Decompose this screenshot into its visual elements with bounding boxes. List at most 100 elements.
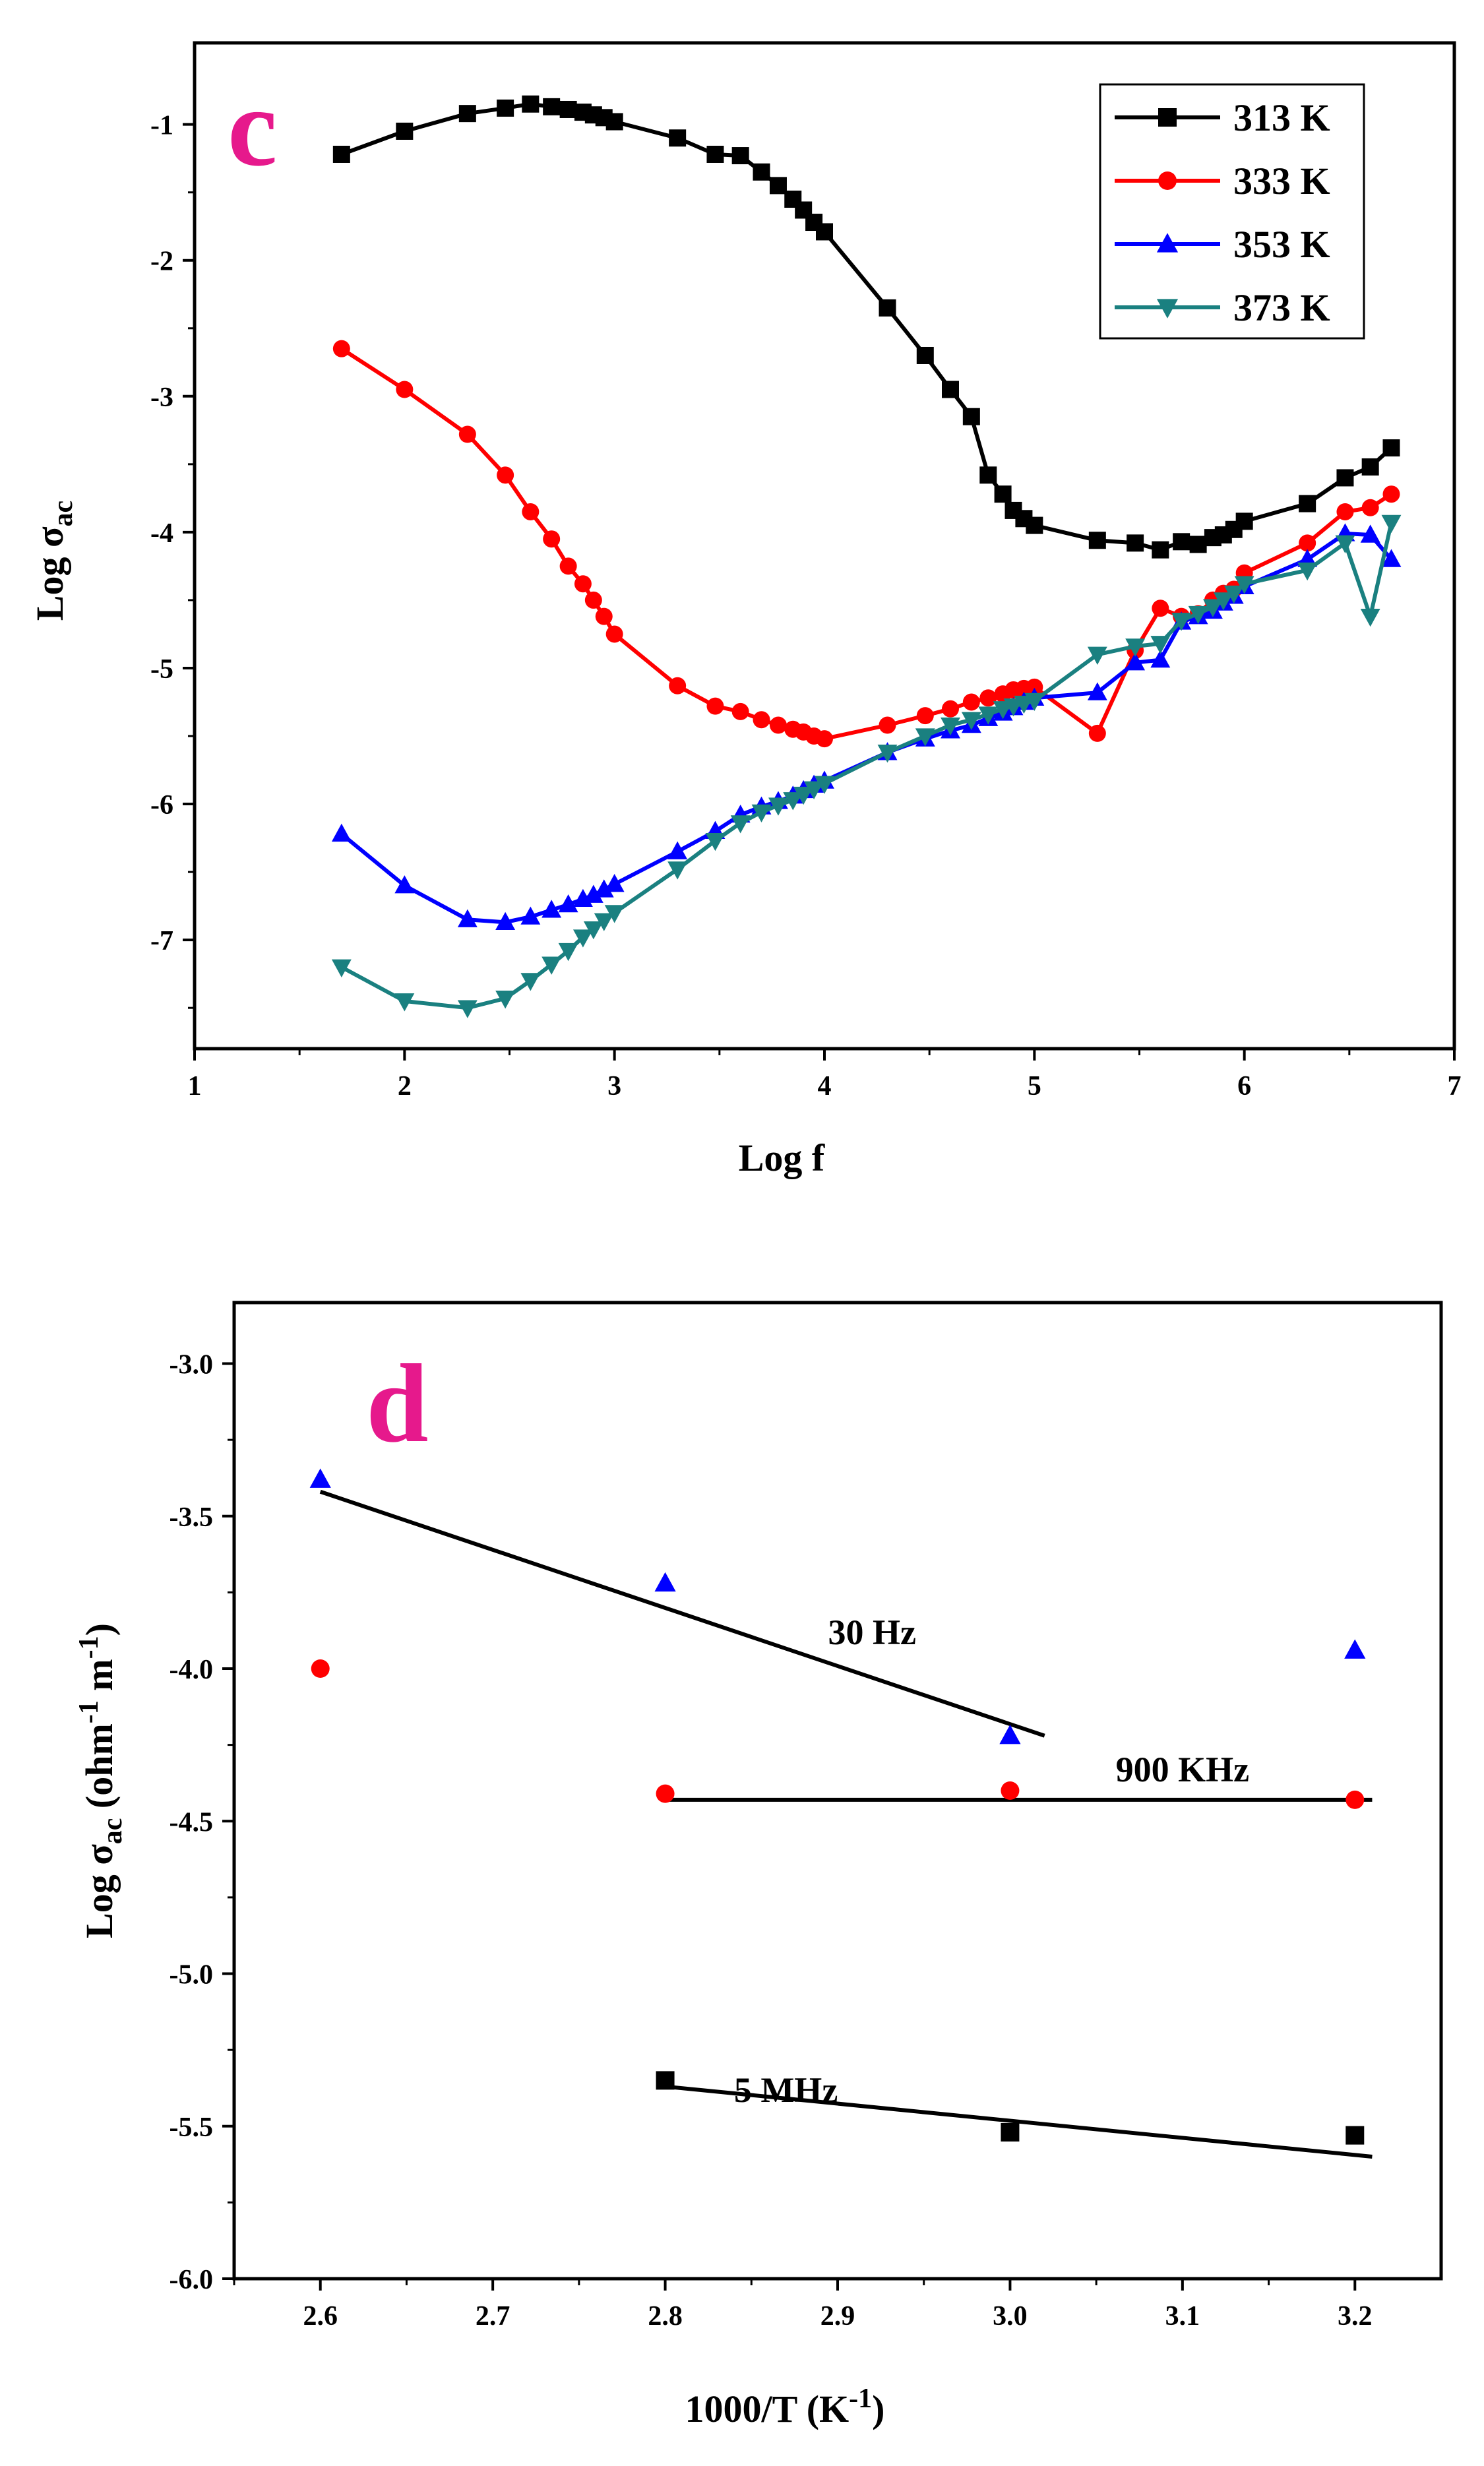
data-point: [520, 906, 541, 925]
data-point: [961, 712, 981, 730]
x-tick-label-d: 2.6: [303, 2301, 338, 2331]
x-axis-c: 1 2 3 4 5 6 7: [188, 1049, 1462, 1101]
data-point: [769, 177, 787, 195]
y-tick-label-c: -2: [150, 247, 173, 277]
annotation-label: 900 KHz: [1116, 1750, 1249, 1789]
data-point: [1024, 693, 1045, 712]
data-point: [769, 716, 787, 734]
x-tick-label-d: 2.9: [820, 2301, 855, 2331]
data-point: [916, 707, 934, 725]
x-tick-label-c: 7: [1448, 1071, 1462, 1101]
y-tick-label-c: -5: [150, 654, 173, 685]
data-point: [1127, 534, 1144, 552]
data-point: [1297, 562, 1318, 581]
y-axis-d: -3.0 -3.5 -4.0 -4.5 -5.0 -5.5 -6.0: [170, 1350, 234, 2295]
data-point: [793, 786, 814, 805]
data-point: [731, 147, 749, 165]
x-axis-title-d: 1000/T (K-1): [685, 2384, 884, 2430]
series-5mhz: [656, 2071, 1373, 2159]
data-point: [458, 105, 476, 123]
data-point: [520, 973, 541, 991]
data-point: [583, 884, 603, 903]
data-point: [1360, 608, 1380, 627]
data-point: [1382, 485, 1400, 503]
data-point: [706, 697, 724, 715]
data-point: [1001, 1781, 1020, 1800]
data-point: [1088, 532, 1106, 549]
data-point: [1361, 458, 1379, 476]
data-point: [584, 591, 602, 609]
x-axis-title-d-end: ): [872, 2388, 884, 2430]
data-point: [558, 894, 578, 913]
y-axis-title-d-sub: ac: [98, 1818, 128, 1845]
fit-line: [665, 2084, 1373, 2159]
data-point: [915, 728, 935, 747]
x-tick-label-c: 3: [607, 1071, 621, 1101]
legend-marker: [1158, 108, 1177, 127]
data-point: [1360, 524, 1380, 543]
legend-entry: 333 K: [1233, 160, 1330, 202]
data-point: [879, 299, 896, 317]
data-point: [541, 900, 562, 918]
data-point: [816, 223, 833, 241]
data-point: [1234, 576, 1254, 594]
data-point: [1299, 534, 1316, 552]
data-point: [942, 700, 959, 718]
data-point: [1335, 535, 1355, 553]
data-point: [543, 98, 561, 115]
data-point: [1336, 503, 1354, 520]
series-group-c: [331, 95, 1402, 1018]
data-point: [457, 1000, 478, 1018]
y-axis-title-c-sub: ac: [48, 501, 78, 527]
data-point: [311, 1659, 330, 1678]
data-point: [1223, 585, 1244, 604]
data-point: [1381, 549, 1402, 567]
data-point: [768, 797, 788, 816]
data-point: [706, 145, 724, 163]
series-30hz: [309, 1468, 1366, 1744]
legend-entry: 373 K: [1233, 286, 1330, 329]
data-point: [730, 815, 751, 834]
data-point: [1152, 600, 1169, 617]
data-point: [962, 693, 980, 711]
data-point: [605, 625, 623, 643]
fit-line: [319, 1489, 1045, 1738]
x-tick-label-c: 1: [188, 1071, 202, 1101]
legend-marker: [1158, 171, 1177, 190]
y-tick-label-c: -6: [150, 790, 173, 820]
data-point: [595, 607, 613, 625]
data-point: [497, 466, 514, 484]
y-tick-label-d: -4.0: [170, 1655, 214, 1685]
data-point: [656, 2071, 675, 2090]
annotation-label: 5 MHz: [734, 2070, 838, 2110]
data-point: [879, 716, 896, 734]
data-point: [978, 706, 999, 725]
panel-label-c: c: [228, 65, 277, 189]
data-point: [396, 122, 414, 140]
y-tick-label-c: -1: [150, 111, 173, 141]
data-point: [1026, 678, 1043, 696]
legend-entry: 353 K: [1233, 223, 1330, 266]
data-point: [495, 991, 516, 1009]
data-point: [1125, 652, 1146, 671]
data-point: [458, 425, 476, 443]
legend-entry: 313 K: [1233, 96, 1330, 139]
y-tick-label-d: -6.0: [170, 2265, 214, 2295]
data-point: [1299, 495, 1316, 512]
y-tick-label-d: -4.5: [170, 1807, 214, 1837]
series-373k: [331, 514, 1402, 1018]
data-point: [1171, 613, 1192, 631]
data-point: [522, 95, 540, 113]
x-axis-d: 2.6 2.7 2.8 2.9 3.0 3.1 3.2: [233, 2279, 1373, 2331]
data-point: [979, 466, 997, 484]
series-313k: [332, 95, 1400, 559]
data-point: [1189, 536, 1207, 553]
data-point: [705, 832, 726, 851]
data-point: [558, 942, 578, 962]
x-tick-label-d: 3.1: [1165, 2301, 1200, 2331]
data-point: [594, 879, 614, 898]
data-point: [457, 909, 478, 927]
y-axis-title-c: Log σac: [28, 501, 78, 621]
data-point: [495, 911, 516, 931]
y-tick-label-d: -3.5: [170, 1502, 214, 1533]
